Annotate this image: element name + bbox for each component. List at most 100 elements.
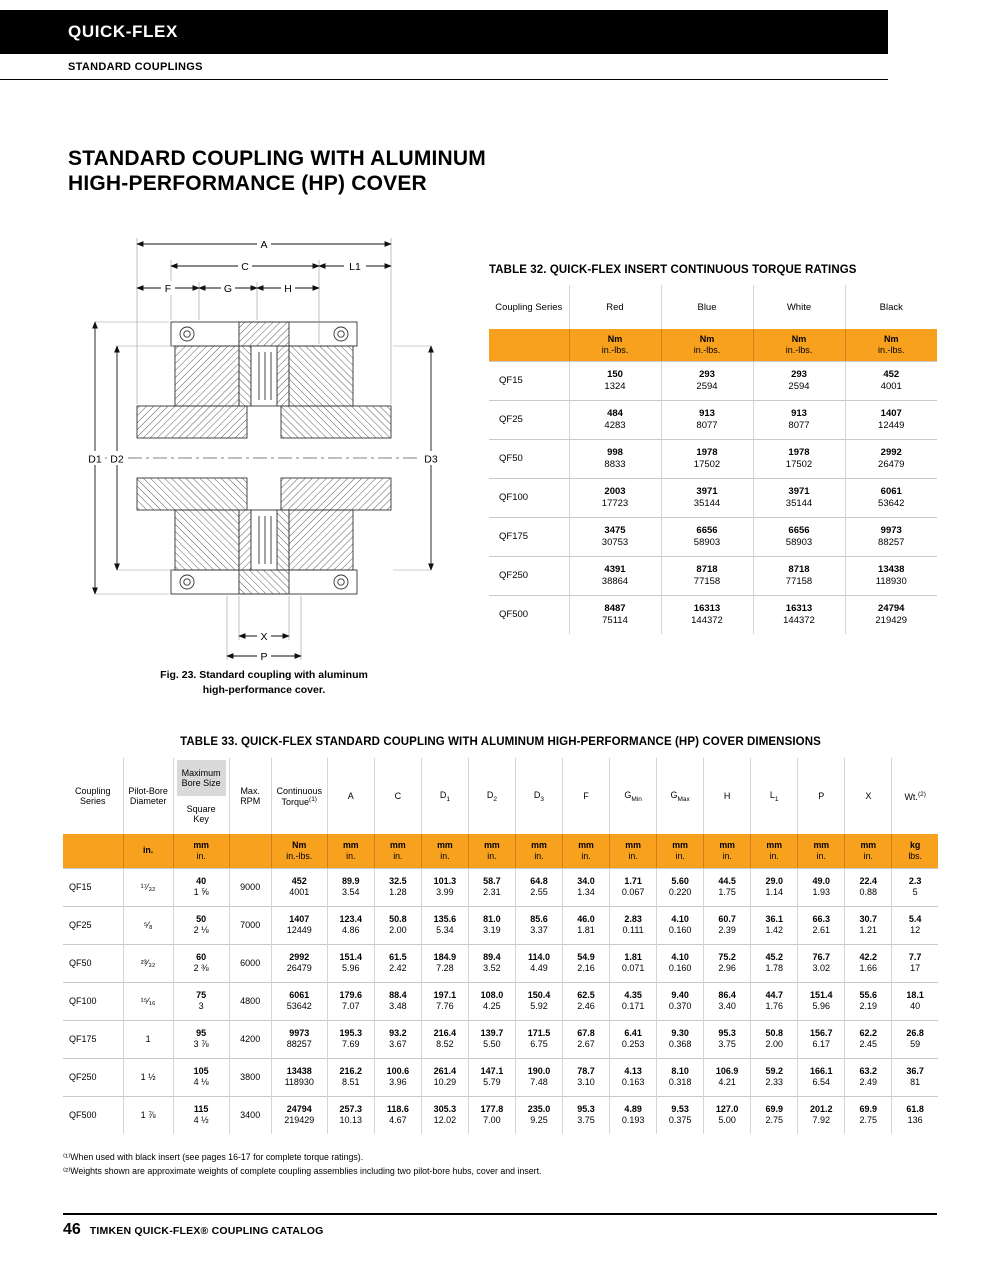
imperial-value: 2.75 — [859, 1115, 878, 1126]
dimension-cell: 4.13 0.163 — [609, 1057, 657, 1096]
imperial-value: 3.19 — [483, 925, 501, 935]
dimension-cell: 147.1 5.79 — [467, 1057, 516, 1096]
th-dim-D3-sub: 3 — [540, 795, 545, 803]
imperial-value: 144372 — [783, 614, 815, 626]
imperial-value: 144372 — [691, 614, 723, 626]
metric-value: 135.6 — [433, 913, 457, 924]
metric-unit: mm — [860, 839, 877, 850]
torque-cell: 13438 118930 — [844, 555, 937, 595]
metric-value: 8.10 — [671, 1065, 689, 1076]
dimension-cell: 62.2 2.45 — [844, 1019, 892, 1058]
metric-value: 913 — [699, 407, 715, 419]
imperial-value: 5.96 — [812, 1001, 831, 1011]
metric-value: 261.4 — [433, 1065, 457, 1076]
coupling-diagram: A C L1 F G H D1 D2 D3 X P — [85, 237, 442, 663]
dimension-cell: 95.3 3.75 — [562, 1095, 610, 1134]
dimension-cell: 6061 53642 — [270, 981, 328, 1020]
imperial-value: 0.163 — [621, 1077, 645, 1087]
metric-value: 9.30 — [671, 1027, 689, 1038]
series-cell: QF15 — [489, 360, 569, 400]
metric-value: 36.1 — [765, 913, 783, 924]
table32-row: QF50 998 8833 1978 17502 1978 17502 2992 26479 — [489, 438, 937, 478]
metric-unit: mm — [484, 839, 500, 850]
imperial-value: 136 — [907, 1115, 923, 1126]
torque-cell: 16313 144372 — [660, 594, 753, 634]
max-bore-cell: 115 4 ½ — [172, 1095, 230, 1134]
table33-row: QF15 ¹⁷⁄₃₂ 40 1 ⅝ 9000 452 4001 89.9 3.54 32.5 1.2… — [63, 867, 938, 906]
dimension-cell: 5.60 0.220 — [656, 867, 704, 906]
unit-cell: mm in. — [172, 834, 230, 868]
dimension-cell: 5.4 12 — [891, 905, 938, 944]
imperial-value: 77158 — [785, 575, 813, 587]
series-cell: QF100 — [489, 477, 569, 517]
torque-cell: 293 2594 — [660, 360, 753, 400]
series-cell: QF15 — [63, 867, 124, 906]
imperial-value: 2.55 — [530, 887, 548, 897]
imperial-value: 88257 — [878, 536, 905, 548]
imperial-value: 0.253 — [621, 1039, 645, 1049]
pilot-bore-cell: ¹⁵⁄₁₆ — [122, 981, 174, 1020]
imperial-value: 5 — [912, 887, 918, 897]
metric-value: 7.7 — [908, 951, 922, 962]
metric-unit: mm — [437, 839, 453, 850]
unit-cell: Nm in.-lbs. — [660, 329, 753, 361]
metric-value: 63.2 — [859, 1065, 878, 1076]
imperial-value: 8833 — [604, 458, 626, 470]
dimension-cell: 59.2 2.33 — [750, 1057, 798, 1096]
imperial-value: 26479 — [878, 458, 905, 470]
imperial-unit: in. — [346, 850, 356, 861]
metric-value: 166.1 — [810, 1065, 833, 1076]
dimension-cell: 81.0 3.19 — [467, 905, 516, 944]
imperial-value: 3.54 — [342, 887, 360, 897]
unit-cell: mm in. — [750, 834, 798, 868]
metric-value: 62.5 — [577, 989, 595, 1000]
series-cell: QF175 — [63, 1019, 124, 1058]
th-square-key: Square Key — [186, 804, 216, 824]
imperial-value: 5.00 — [718, 1115, 736, 1126]
insert-left-leg — [238, 345, 252, 407]
imperial-value: 75114 — [602, 614, 628, 626]
imperial-value: 7.76 — [436, 1001, 454, 1011]
max-rpm-cell: 4800 — [228, 981, 272, 1020]
metric-value: 62.2 — [859, 1027, 878, 1038]
imperial-value: 12449 — [286, 925, 312, 935]
imperial-value: 118930 — [284, 1077, 314, 1087]
dimension-cell: 9.53 0.375 — [656, 1095, 704, 1134]
metric-value: 177.8 — [480, 1104, 504, 1114]
dimension-cell: 151.4 5.96 — [797, 981, 845, 1020]
max-rpm-cell: 7000 — [228, 905, 272, 944]
metric-value: 9973 — [289, 1027, 310, 1038]
metric-value: 6061 — [880, 485, 902, 497]
imperial-value: 3.02 — [812, 963, 831, 973]
imperial-value: 7.69 — [342, 1039, 360, 1049]
extension-lines — [95, 238, 431, 660]
imperial-value: 2.19 — [859, 1001, 878, 1011]
metric-value: 139.7 — [480, 1027, 504, 1038]
th-weight-main: Wt. — [904, 791, 918, 802]
imperial-value: 2 ⅜ — [193, 963, 209, 973]
table33-section: TABLE 33. QUICK-FLEX STANDARD COUPLING W… — [63, 736, 938, 1134]
th-dim-Gmin-sub: Min — [631, 795, 642, 803]
brand-title: QUICK-FLEX — [68, 22, 178, 41]
th-dim-X: X — [844, 758, 892, 834]
th-dim-Gmax-main: G — [670, 789, 678, 800]
table33-units-row: in. mm in. Nm in.-lbs. mm in. mm in. mm in. mm in. mm… — [63, 834, 938, 868]
dimension-cell: 184.9 7.28 — [420, 943, 469, 982]
imperial-value: 7.48 — [530, 1077, 548, 1087]
imperial-value: 4 ½ — [193, 1115, 209, 1126]
imperial-unit: in.-lbs. — [286, 850, 313, 861]
th-continuous-torque: Continuous Torque(1) — [270, 758, 328, 834]
metric-value: 75.2 — [718, 951, 736, 962]
cover-bolt-head — [337, 330, 345, 338]
imperial-value: 1 ⅝ — [193, 887, 209, 897]
label-G: G — [224, 283, 232, 295]
dimension-cell: 61.8 136 — [891, 1095, 938, 1134]
torque-cell: 452 4001 — [844, 360, 937, 400]
metric-value: 8718 — [788, 563, 810, 575]
series-cell: QF175 — [489, 516, 569, 556]
imperial-value: 7.28 — [436, 963, 454, 973]
metric-value: 86.4 — [718, 989, 736, 1000]
imperial-value: 2.61 — [812, 925, 831, 935]
imperial-value: 58903 — [785, 536, 813, 548]
series-cell: QF100 — [63, 981, 124, 1020]
